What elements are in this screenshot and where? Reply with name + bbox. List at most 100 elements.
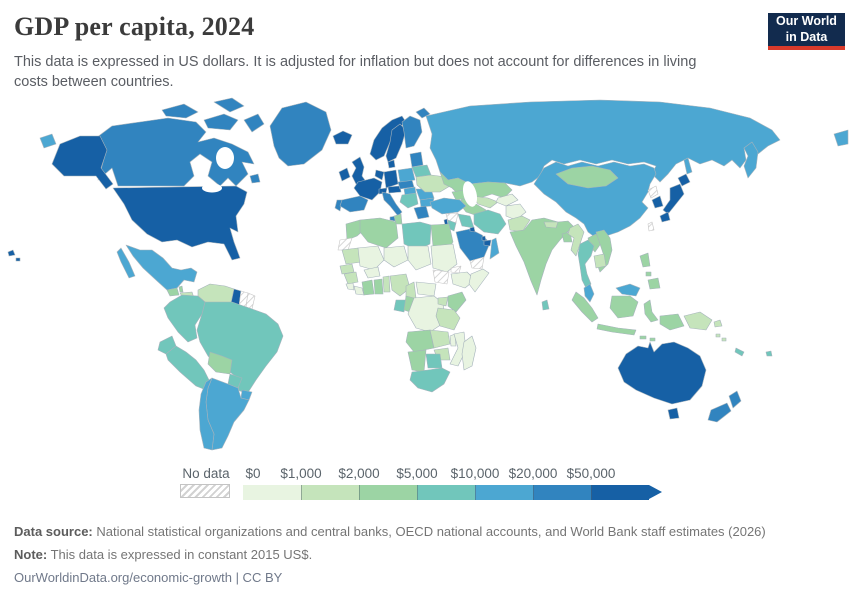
country-philippines[interactable] [647,277,661,290]
country-indonesia[interactable] [609,295,639,319]
country-mozambique[interactable] [449,331,467,367]
country-iceland[interactable] [332,130,353,145]
country-ivory-coast[interactable] [361,279,375,296]
country-philippines[interactable] [645,271,652,277]
country-malawi[interactable] [449,333,457,347]
country-papua-new-guinea[interactable] [683,311,713,331]
country-sweden[interactable] [385,123,407,163]
country-kuwait[interactable] [469,226,476,233]
country-algeria[interactable] [359,217,399,249]
country-new-zealand[interactable] [707,402,732,423]
country-indonesia[interactable] [639,335,647,340]
country-spain[interactable] [339,195,369,213]
country-madagascar[interactable] [461,335,477,371]
country-canada[interactable] [213,97,245,113]
country-russia[interactable] [833,129,849,147]
legend-bucket-7[interactable] [591,485,649,500]
country-western-sahara[interactable] [337,237,353,251]
country-benelux[interactable] [374,169,385,181]
country-mongolia[interactable] [555,165,619,189]
country-austria[interactable] [387,185,402,194]
country-greece[interactable] [413,205,430,220]
country-mali[interactable] [357,245,385,271]
country-india[interactable] [509,217,575,296]
country-burkina-faso[interactable] [363,266,381,279]
country-malaysia[interactable] [583,283,595,303]
country-russia[interactable] [683,157,693,175]
country-australia[interactable] [617,341,707,405]
country-south-sudan[interactable] [432,269,450,285]
country-russia[interactable] [39,133,57,149]
legend-no-data-swatch[interactable] [180,484,230,498]
country-tanzania[interactable] [435,307,461,331]
country-drc[interactable] [407,295,445,333]
owid-logo[interactable]: Our World in Data [768,13,845,50]
country-liberia[interactable] [353,285,365,296]
country-indonesia[interactable] [643,299,659,323]
country-namibia[interactable] [407,349,427,373]
country-mexico[interactable] [116,247,136,279]
country-solomon-islands[interactable] [721,337,727,342]
country-uganda[interactable] [437,296,449,307]
legend-bucket-1[interactable] [243,485,301,500]
country-south-korea[interactable] [651,195,664,209]
legend-bucket-5[interactable] [475,485,533,500]
country-papua-new-guinea[interactable] [713,319,723,328]
country-svalbard[interactable] [415,107,431,119]
legend-bucket-3[interactable] [359,485,417,500]
country-somalia[interactable] [468,268,490,293]
country-zambia[interactable] [429,329,451,349]
country-libya[interactable] [401,221,432,251]
country-ukraine[interactable] [415,174,451,193]
country-france[interactable] [353,177,383,201]
country-poland[interactable] [397,167,416,183]
country-uae[interactable] [483,239,492,247]
country-japan[interactable] [677,173,691,187]
country-japan[interactable] [662,183,685,215]
country-botswana[interactable] [425,353,443,369]
country-united-states[interactable] [51,135,114,190]
country-japan[interactable] [659,211,671,223]
country-thailand[interactable] [577,239,595,291]
country-greenland[interactable] [269,101,332,167]
country-oman[interactable] [489,237,500,260]
country-canada[interactable] [95,117,255,187]
country-italy[interactable] [381,191,403,217]
country-sri-lanka[interactable] [541,299,550,311]
country-united-states[interactable] [15,257,21,262]
country-senegal[interactable] [339,263,355,275]
country-solomon-islands[interactable] [715,333,721,338]
country-australia[interactable] [667,407,680,420]
country-canada[interactable] [203,113,239,131]
country-central-african-republic[interactable] [415,281,437,297]
country-togo-benin[interactable] [382,275,391,293]
country-angola[interactable] [405,329,435,353]
country-nigeria[interactable] [389,273,411,297]
country-peru[interactable] [165,345,211,391]
country-ireland[interactable] [338,167,351,182]
country-chad[interactable] [407,245,432,271]
country-guinea[interactable] [343,271,359,285]
country-united-states[interactable] [7,249,16,257]
owid-link[interactable]: OurWorldinData.org/economic-growth | CC … [14,569,283,585]
country-russia[interactable] [743,141,759,179]
country-nepal[interactable] [543,221,559,229]
country-indonesia[interactable] [596,323,637,336]
country-balkans[interactable] [399,192,419,209]
country-gabon[interactable] [393,299,407,313]
country-niger[interactable] [383,245,409,268]
country-new-zealand[interactable] [728,390,742,409]
country-kyrgyzstan-tajikistan[interactable] [495,193,519,207]
country-indonesia[interactable] [659,313,685,331]
legend-bucket-2[interactable] [301,485,359,500]
country-colombia[interactable] [163,294,206,343]
country-iran[interactable] [473,209,507,235]
country-sierra-leone[interactable] [345,282,355,291]
country-malaysia[interactable] [615,283,641,297]
country-myanmar[interactable] [567,223,585,257]
country-new-caledonia[interactable] [734,347,745,357]
country-taiwan[interactable] [647,221,655,232]
country-south-africa[interactable] [409,367,451,393]
country-chile[interactable] [198,377,215,451]
country-turkey[interactable] [429,197,467,215]
